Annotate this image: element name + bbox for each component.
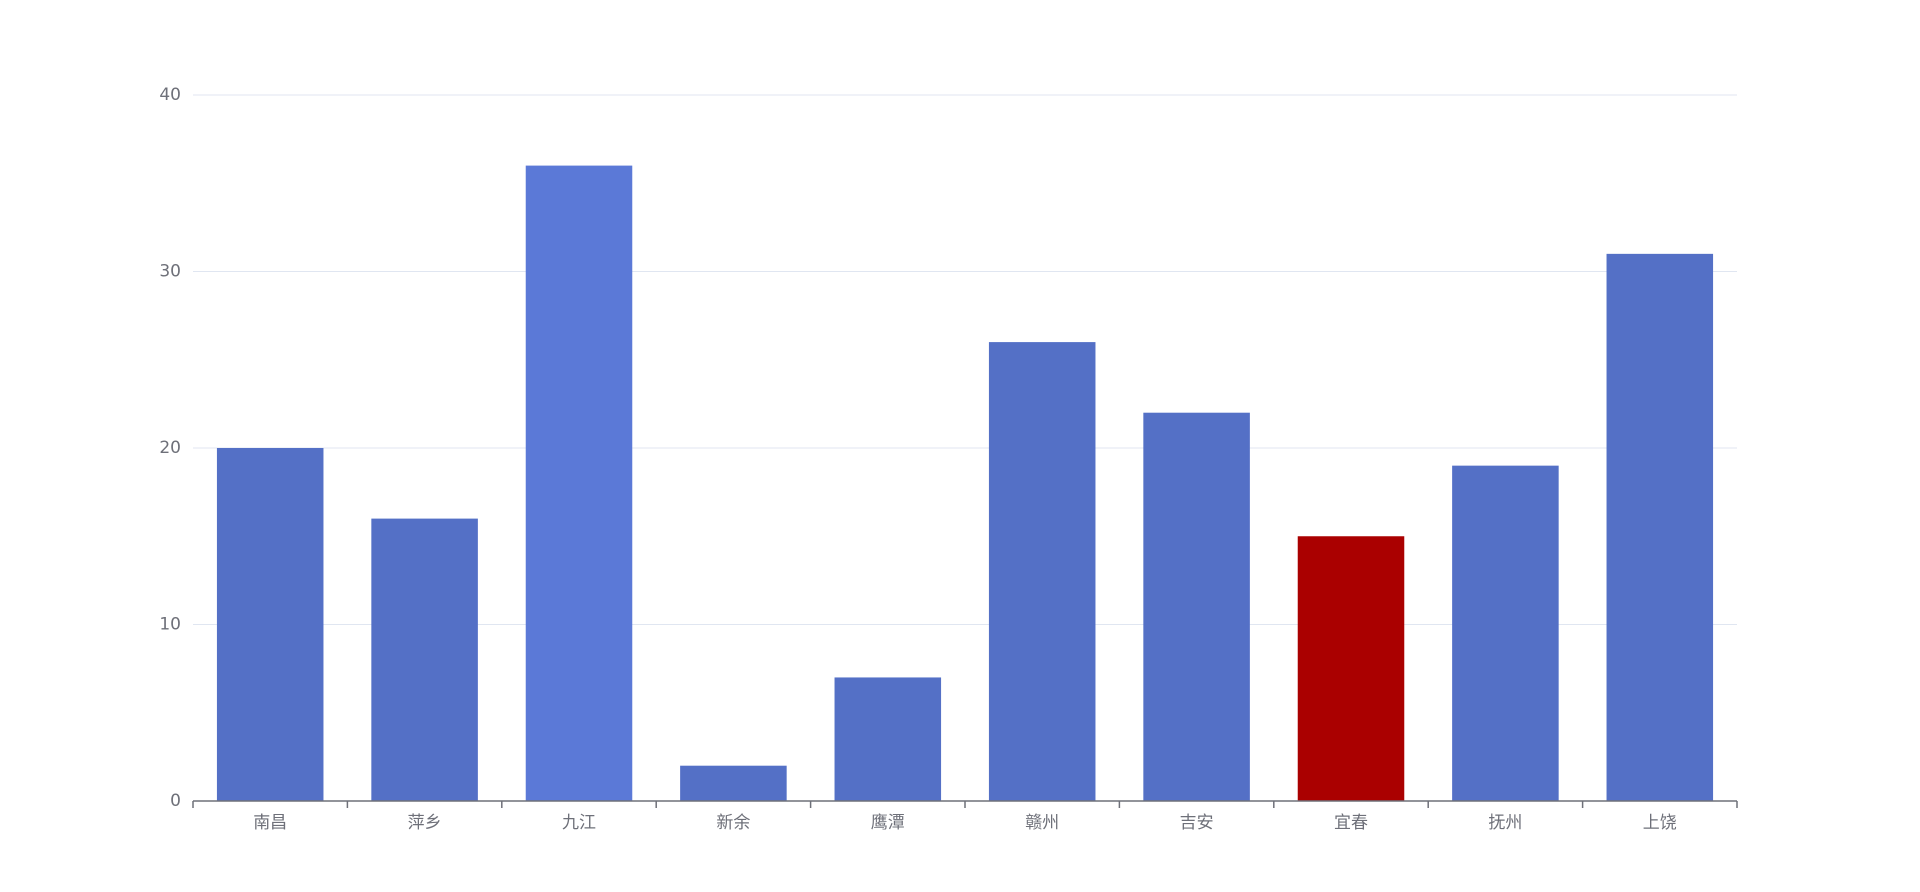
bar	[834, 677, 942, 801]
y-tick-label: 0	[170, 791, 181, 811]
x-tick-label: 萍乡	[408, 813, 442, 833]
bar	[525, 165, 633, 802]
bar	[1452, 465, 1559, 801]
bar	[1606, 253, 1714, 802]
x-tick-label: 赣州	[1025, 813, 1059, 833]
y-tick-label: 20	[159, 438, 181, 458]
y-tick-label: 40	[159, 85, 181, 105]
x-tick-label: 南昌	[253, 813, 287, 833]
bar	[680, 765, 787, 801]
bar	[371, 518, 478, 801]
x-tick-label: 鹰潭	[871, 813, 905, 833]
x-tick-label: 上饶	[1643, 813, 1677, 833]
x-tick-label: 吉安	[1180, 813, 1214, 833]
x-tick-label: 抚州	[1488, 813, 1522, 833]
bar	[216, 448, 324, 801]
bar	[988, 342, 1096, 801]
y-tick-label: 10	[159, 615, 181, 635]
x-tick-label: 宜春	[1334, 813, 1368, 833]
y-tick-label: 30	[159, 262, 181, 282]
bar	[1297, 536, 1405, 801]
x-tick-label: 九江	[562, 813, 596, 833]
bar	[1143, 412, 1250, 801]
x-tick-label: 新余	[716, 813, 750, 833]
